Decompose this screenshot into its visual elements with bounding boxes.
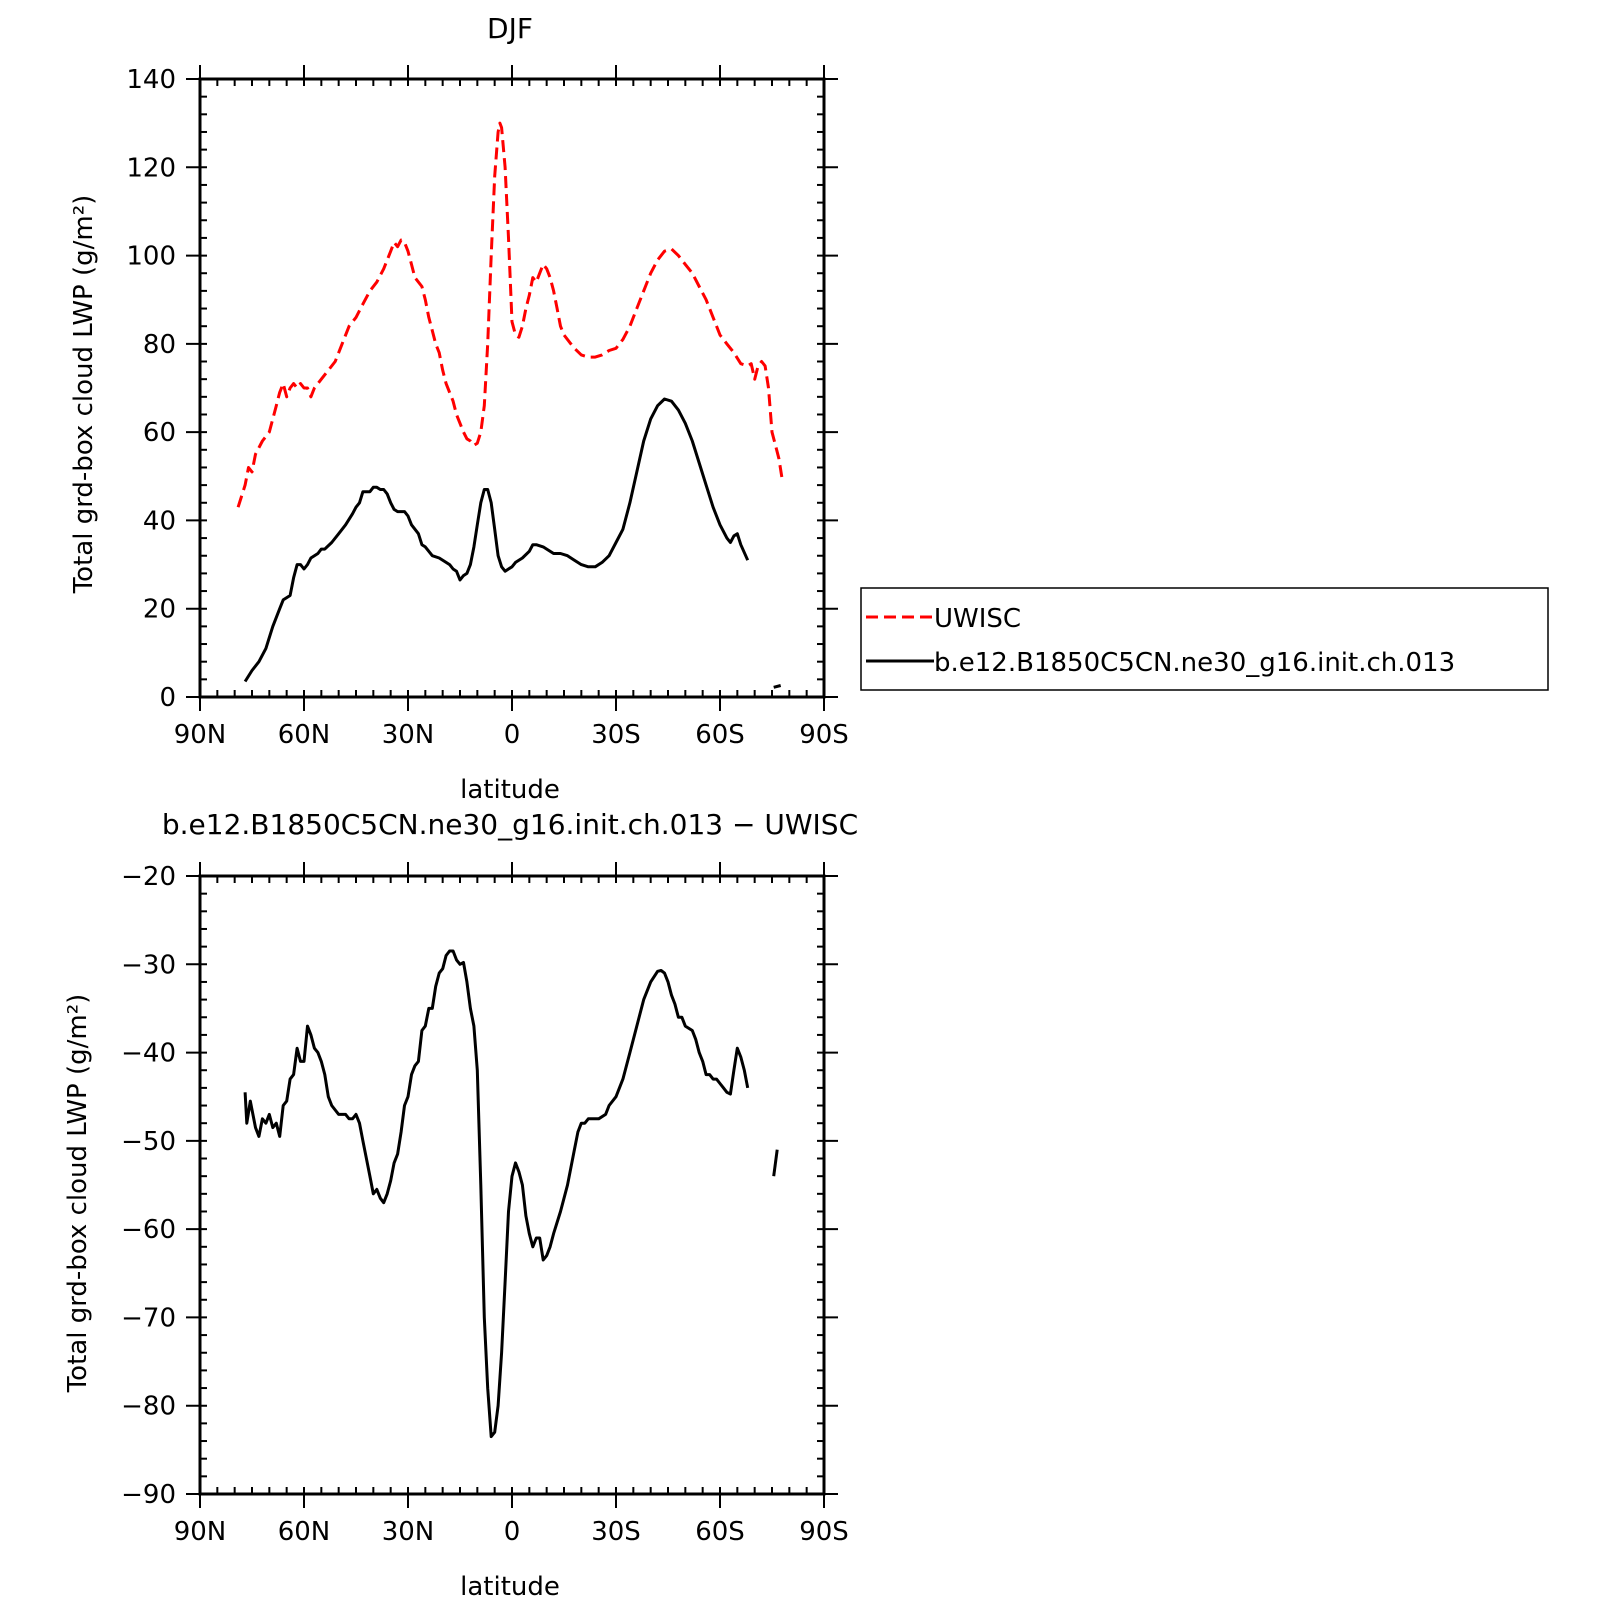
bottom-x-tick-label: 60S	[695, 1517, 745, 1547]
legend-box	[860, 587, 1549, 691]
bottom-series-line-0	[243, 949, 750, 1439]
top-y-axis-title: Total grd-box cloud LWP (g/m²)	[69, 195, 99, 595]
bottom-x-axis-title: latitude	[460, 1572, 560, 1602]
top-x-tick-label: 90N	[174, 720, 227, 750]
top-x-tick-label: 60S	[695, 720, 745, 750]
top-x-tick-label: 60N	[278, 720, 331, 750]
top-y-tick-label: 20	[143, 595, 176, 625]
bottom-panel: b.e12.B1850C5CN.ne30_g16.init.ch.013 − U…	[63, 808, 858, 1602]
top-axes: 90N 60N 30N 0 30S 60S 90S 0 20 40 60 80 100 120 140	[126, 65, 849, 750]
bottom-y-axis-title: Total grd-box cloud LWP (g/m²)	[63, 994, 93, 1394]
bottom-x-tick-label: 90N	[174, 1517, 227, 1547]
bottom-y-tick-label: −50	[121, 1127, 176, 1157]
bottom-y-tick-label: −90	[121, 1480, 176, 1510]
top-x-axis-title: latitude	[460, 775, 560, 805]
top-series-line-0	[236, 121, 784, 508]
bottom-x-tick-label: 30S	[591, 1517, 641, 1547]
top-y-tick-label: 100	[126, 242, 176, 272]
top-y-tick-label: 80	[143, 330, 176, 360]
top-series-line-2	[773, 684, 782, 689]
legend-label-model: b.e12.B1850C5CN.ne30_g16.init.ch.013	[934, 648, 1455, 678]
top-x-tick-label: 30N	[382, 720, 435, 750]
bottom-x-tick-label: 90S	[799, 1517, 849, 1547]
bottom-y-tick-label: −80	[121, 1392, 176, 1422]
top-y-tick-label: 140	[126, 65, 176, 95]
bottom-chart-title: b.e12.B1850C5CN.ne30_g16.init.ch.013 − U…	[162, 808, 858, 841]
bottom-y-tick-label: −60	[121, 1215, 176, 1245]
top-y-tick-label: 120	[126, 153, 176, 183]
bottom-y-tick-label: −30	[121, 950, 176, 980]
top-y-tick-label: 40	[143, 506, 176, 536]
top-panel: DJF 90N 60N 30N 0 30S 60S 90S 0 20 40 60 80 100 120 14…	[69, 12, 849, 805]
top-x-tick-label: 30S	[591, 720, 641, 750]
legend-label-uwisc: UWISC	[934, 604, 1021, 634]
bottom-series-group	[243, 949, 779, 1439]
top-chart-title: DJF	[487, 12, 533, 45]
top-series-group	[236, 121, 784, 689]
legend: UWISC b.e12.B1850C5CN.ne30_g16.init.ch.0…	[860, 587, 1549, 691]
bottom-x-tick-label: 60N	[278, 1517, 331, 1547]
top-series-line-1	[243, 397, 750, 683]
bottom-x-tick-label: 30N	[382, 1517, 435, 1547]
top-y-tick-label: 0	[159, 683, 176, 713]
bottom-x-tick-label: 0	[504, 1517, 521, 1547]
bottom-y-tick-label: −40	[121, 1039, 176, 1069]
bottom-y-tick-label: −20	[121, 862, 176, 892]
top-plot-frame	[198, 77, 826, 699]
top-x-tick-label: 0	[504, 720, 521, 750]
bottom-y-tick-label: −70	[121, 1303, 176, 1333]
bottom-series-line-1	[772, 1149, 779, 1177]
bottom-axes: 90N 60N 30N 0 30S 60S 90S −90 −80 −70 −60 −50 −40 −30…	[121, 862, 849, 1547]
top-x-tick-label: 90S	[799, 720, 849, 750]
top-y-tick-label: 60	[143, 418, 176, 448]
